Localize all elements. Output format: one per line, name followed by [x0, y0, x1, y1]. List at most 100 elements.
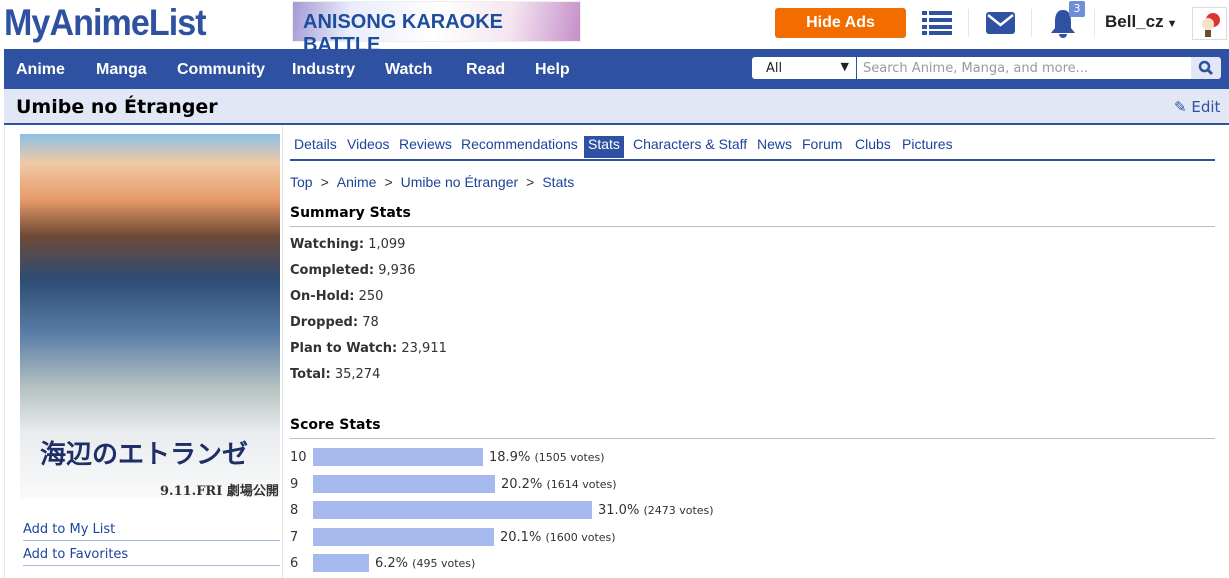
score-value: 31.0% (2473 votes) [598, 503, 714, 518]
hide-ads-button[interactable]: Hide Ads [775, 8, 906, 38]
ad-banner[interactable]: ANISONG KARAOKE BATTLE [292, 1, 581, 56]
tab-reviews[interactable]: Reviews [399, 136, 452, 152]
score-label: 10 [290, 450, 307, 465]
list-icon[interactable] [922, 11, 952, 35]
stat-value: 250 [358, 289, 384, 304]
score-votes: (495 votes) [412, 557, 476, 570]
search-category-value: All [766, 61, 783, 76]
summary-stat: Watching: 1,099 [290, 237, 405, 252]
nav-anime[interactable]: Anime [16, 61, 65, 78]
stat-value: 35,274 [334, 367, 381, 382]
summary-stat: Total: 35,274 [290, 367, 380, 382]
summary-stat: On-Hold: 250 [290, 289, 383, 304]
score-label: 6 [290, 556, 299, 571]
edit-link[interactable]: ✎ Edit [1174, 98, 1220, 116]
score-bar [313, 448, 483, 466]
score-bar [313, 554, 369, 572]
main-nav: Anime Manga Community Industry Watch Rea… [4, 49, 1229, 89]
caret-down-icon: ▼ [1163, 18, 1178, 30]
tab-recommendations[interactable]: Recommendations [461, 136, 578, 152]
tab-pictures[interactable]: Pictures [902, 136, 953, 152]
nav-industry[interactable]: Industry [292, 61, 356, 78]
nav-manga[interactable]: Manga [96, 61, 147, 78]
poster-date: 9.11.FRI 劇場公開 [160, 484, 279, 498]
title-bar [4, 89, 1229, 125]
score-percent: 20.2% [501, 476, 543, 492]
tab-forum[interactable]: Forum [802, 136, 843, 152]
divider [1094, 9, 1095, 37]
breadcrumb-stats[interactable]: Stats [542, 174, 575, 190]
score-value: 6.2% (495 votes) [375, 556, 475, 571]
breadcrumb-anime[interactable]: Anime [336, 174, 377, 190]
nav-help[interactable]: Help [535, 61, 570, 78]
nav-watch[interactable]: Watch [385, 61, 433, 78]
score-votes: (1600 votes) [545, 530, 616, 544]
summary-stat: Dropped: 78 [290, 315, 379, 330]
score-votes: (1505 votes) [534, 451, 605, 464]
stat-value: 9,936 [378, 263, 416, 278]
stat-label: Watching: [290, 237, 365, 252]
stat-label: On-Hold: [290, 289, 355, 304]
score-label: 7 [290, 529, 299, 545]
search-button[interactable] [1191, 57, 1221, 79]
notification-badge: 3 [1069, 1, 1085, 17]
nav-read[interactable]: Read [466, 61, 506, 78]
tab-clubs[interactable]: Clubs [855, 136, 891, 152]
anime-poster[interactable]: 海辺のエトランゼ 9.11.FRI 劇場公開 [20, 134, 280, 498]
left-sidebar [4, 126, 283, 578]
mail-icon[interactable] [986, 12, 1015, 34]
summary-stat: Plan to Watch: 23,911 [290, 341, 447, 356]
score-votes: (2473 votes) [643, 504, 714, 517]
summary-stats-heading: Summary Stats [290, 205, 1215, 227]
poster-title: 海辺のエトランゼ [40, 440, 249, 470]
divider [968, 9, 969, 37]
score-percent: 18.9% [489, 450, 531, 465]
score-label: 9 [290, 476, 299, 492]
anime-tabs: Details Videos Reviews Recommendations S… [290, 136, 1215, 161]
score-bar [313, 501, 592, 519]
nav-community[interactable]: Community [177, 61, 265, 78]
score-label: 8 [290, 503, 299, 518]
edit-label: Edit [1191, 98, 1221, 116]
tab-videos[interactable]: Videos [347, 136, 390, 152]
stat-label: Completed: [290, 263, 375, 278]
score-bar [313, 474, 495, 493]
search-category-select[interactable]: All ▼ [752, 57, 856, 79]
tab-news[interactable]: News [757, 136, 793, 152]
stat-value: 1,099 [368, 237, 406, 252]
stat-label: Plan to Watch: [290, 341, 398, 356]
breadcrumb-title[interactable]: Umibe no Étranger [400, 174, 519, 190]
breadcrumb-top[interactable]: Top [290, 174, 313, 190]
score-value: 18.9% (1505 votes) [489, 450, 605, 465]
dropdown-arrow-icon: ▼ [840, 60, 849, 73]
add-to-favorites-link[interactable]: Add to Favorites [23, 547, 280, 566]
tab-details[interactable]: Details [294, 136, 337, 152]
divider [1031, 9, 1032, 37]
score-percent: 20.1% [500, 529, 542, 545]
score-votes: (1614 votes) [546, 477, 617, 491]
stat-label: Total: [290, 367, 331, 382]
summary-stat: Completed: 9,936 [290, 263, 416, 278]
stat-label: Dropped: [290, 315, 359, 330]
stat-value: 78 [362, 315, 379, 330]
bell-icon[interactable] [1049, 8, 1077, 38]
avatar[interactable] [1192, 7, 1227, 40]
page-title: Umibe no Étranger [16, 96, 218, 118]
stat-value: 23,911 [401, 341, 447, 356]
score-percent: 31.0% [598, 503, 640, 518]
tab-characters-staff[interactable]: Characters & Staff [633, 136, 748, 152]
score-value: 20.2% (1614 votes) [501, 477, 617, 492]
breadcrumb: Top > Anime > Umibe no Étranger > Stats [290, 174, 575, 190]
pencil-icon: ✎ [1174, 98, 1187, 116]
search-input[interactable]: Search Anime, Manga, and more... [857, 57, 1191, 79]
score-value: 20.1% (1600 votes) [500, 530, 616, 545]
username: Bell_cz [1105, 12, 1164, 31]
user-menu[interactable]: Bell_cz ▼ [1105, 12, 1178, 32]
tab-stats[interactable]: Stats [584, 136, 624, 158]
score-stats-heading: Score Stats [290, 417, 1215, 439]
search-icon [1198, 60, 1214, 76]
score-percent: 6.2% [375, 556, 409, 571]
add-to-list-link[interactable]: Add to My List [23, 522, 280, 541]
score-bar [313, 527, 494, 546]
logo[interactable]: MyAnimeList [4, 2, 207, 43]
